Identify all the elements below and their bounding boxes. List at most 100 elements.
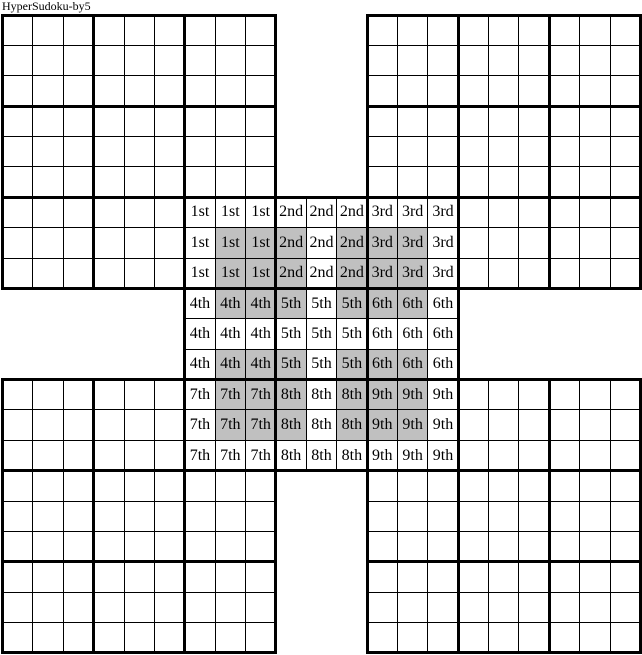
sudoku-cell[interactable] — [610, 106, 641, 137]
sudoku-cell[interactable] — [32, 15, 64, 46]
sudoku-cell[interactable] — [154, 258, 185, 289]
sudoku-cell[interactable] — [397, 106, 428, 137]
sudoku-cell[interactable]: 4th — [215, 349, 246, 380]
sudoku-cell[interactable]: 4th — [245, 318, 276, 350]
sudoku-cell[interactable] — [549, 379, 580, 410]
sudoku-cell[interactable] — [93, 166, 124, 198]
sudoku-cell[interactable] — [610, 409, 641, 441]
sudoku-cell[interactable]: 7th — [184, 379, 216, 410]
sudoku-cell[interactable]: 3rd — [427, 258, 459, 289]
sudoku-cell[interactable] — [427, 531, 459, 562]
sudoku-cell[interactable] — [488, 379, 519, 410]
sudoku-cell[interactable] — [579, 15, 611, 46]
sudoku-cell[interactable] — [397, 470, 428, 502]
sudoku-cell[interactable] — [2, 166, 33, 198]
sudoku-cell[interactable]: 2nd — [306, 197, 337, 228]
sudoku-cell[interactable] — [397, 531, 428, 562]
sudoku-cell[interactable] — [124, 501, 155, 532]
sudoku-cell[interactable]: 8th — [275, 379, 307, 410]
sudoku-cell[interactable] — [518, 470, 550, 502]
sudoku-cell[interactable] — [427, 15, 459, 46]
sudoku-cell[interactable] — [2, 197, 33, 228]
sudoku-cell[interactable] — [549, 531, 580, 562]
sudoku-cell[interactable] — [367, 622, 398, 653]
sudoku-cell[interactable] — [458, 531, 489, 562]
sudoku-cell[interactable]: 3rd — [397, 197, 428, 228]
sudoku-cell[interactable] — [154, 136, 185, 167]
sudoku-cell[interactable] — [93, 622, 124, 653]
sudoku-cell[interactable]: 3rd — [427, 227, 459, 259]
sudoku-cell[interactable] — [488, 561, 519, 593]
sudoku-cell[interactable] — [610, 379, 641, 410]
sudoku-cell[interactable] — [458, 379, 489, 410]
sudoku-cell[interactable] — [32, 136, 64, 167]
sudoku-cell[interactable]: 5th — [306, 318, 337, 350]
sudoku-cell[interactable] — [93, 75, 124, 107]
sudoku-cell[interactable] — [488, 45, 519, 76]
sudoku-cell[interactable] — [215, 136, 246, 167]
sudoku-cell[interactable] — [579, 45, 611, 76]
sudoku-cell[interactable] — [124, 136, 155, 167]
sudoku-cell[interactable] — [458, 75, 489, 107]
sudoku-cell[interactable] — [427, 166, 459, 198]
sudoku-cell[interactable] — [63, 409, 94, 441]
sudoku-cell[interactable] — [124, 409, 155, 441]
sudoku-cell[interactable] — [2, 622, 33, 653]
sudoku-cell[interactable]: 8th — [306, 409, 337, 441]
sudoku-cell[interactable] — [184, 592, 216, 623]
sudoku-cell[interactable] — [93, 106, 124, 137]
sudoku-cell[interactable]: 9th — [397, 379, 428, 410]
sudoku-cell[interactable] — [397, 15, 428, 46]
sudoku-cell[interactable] — [458, 136, 489, 167]
sudoku-cell[interactable] — [32, 166, 64, 198]
sudoku-cell[interactable]: 1st — [245, 227, 276, 259]
sudoku-cell[interactable] — [93, 45, 124, 76]
sudoku-cell[interactable] — [579, 622, 611, 653]
sudoku-cell[interactable]: 6th — [397, 288, 428, 319]
sudoku-cell[interactable] — [579, 258, 611, 289]
sudoku-cell[interactable]: 1st — [245, 258, 276, 289]
sudoku-cell[interactable] — [124, 440, 155, 471]
sudoku-cell[interactable] — [124, 592, 155, 623]
sudoku-cell[interactable] — [518, 409, 550, 441]
sudoku-cell[interactable] — [427, 501, 459, 532]
sudoku-cell[interactable] — [32, 592, 64, 623]
sudoku-cell[interactable]: 1st — [184, 197, 216, 228]
sudoku-cell[interactable] — [610, 45, 641, 76]
sudoku-cell[interactable] — [397, 75, 428, 107]
sudoku-cell[interactable] — [184, 622, 216, 653]
sudoku-cell[interactable]: 8th — [336, 379, 368, 410]
sudoku-cell[interactable] — [458, 470, 489, 502]
sudoku-cell[interactable]: 4th — [184, 318, 216, 350]
sudoku-cell[interactable] — [518, 197, 550, 228]
sudoku-cell[interactable] — [2, 379, 33, 410]
sudoku-cell[interactable] — [518, 15, 550, 46]
sudoku-cell[interactable] — [124, 166, 155, 198]
sudoku-cell[interactable] — [245, 75, 276, 107]
sudoku-cell[interactable] — [93, 409, 124, 441]
sudoku-cell[interactable] — [154, 622, 185, 653]
sudoku-cell[interactable] — [579, 531, 611, 562]
sudoku-cell[interactable] — [367, 501, 398, 532]
sudoku-cell[interactable] — [2, 227, 33, 259]
sudoku-cell[interactable] — [93, 227, 124, 259]
sudoku-cell[interactable] — [215, 45, 246, 76]
sudoku-cell[interactable]: 8th — [336, 440, 368, 471]
sudoku-cell[interactable] — [93, 440, 124, 471]
sudoku-cell[interactable] — [367, 166, 398, 198]
sudoku-cell[interactable] — [610, 470, 641, 502]
sudoku-cell[interactable]: 2nd — [336, 227, 368, 259]
sudoku-cell[interactable] — [488, 622, 519, 653]
sudoku-cell[interactable]: 8th — [275, 409, 307, 441]
sudoku-cell[interactable] — [93, 15, 124, 46]
sudoku-cell[interactable] — [63, 622, 94, 653]
sudoku-cell[interactable] — [245, 45, 276, 76]
sudoku-cell[interactable]: 9th — [427, 409, 459, 441]
sudoku-cell[interactable] — [458, 227, 489, 259]
sudoku-cell[interactable] — [488, 531, 519, 562]
sudoku-cell[interactable] — [610, 15, 641, 46]
sudoku-cell[interactable] — [32, 258, 64, 289]
sudoku-cell[interactable] — [488, 136, 519, 167]
sudoku-cell[interactable] — [93, 531, 124, 562]
sudoku-cell[interactable] — [32, 440, 64, 471]
